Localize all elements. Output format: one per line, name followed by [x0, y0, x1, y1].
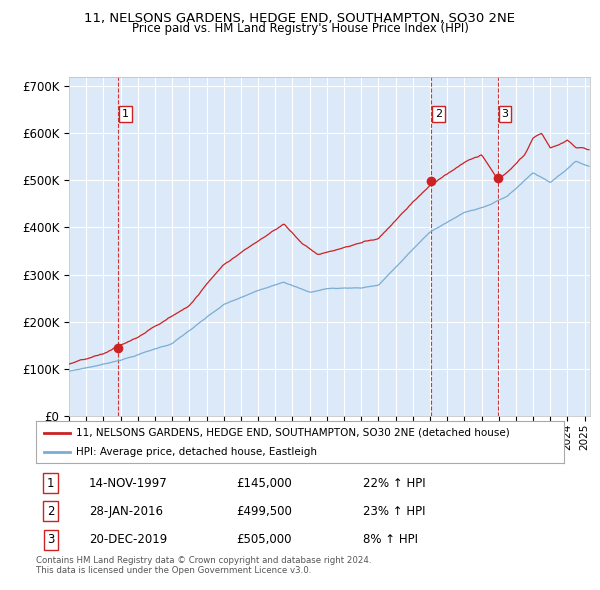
Text: 28-JAN-2016: 28-JAN-2016 [89, 505, 163, 518]
Text: 20-DEC-2019: 20-DEC-2019 [89, 533, 167, 546]
Text: 23% ↑ HPI: 23% ↑ HPI [364, 505, 426, 518]
Text: 11, NELSONS GARDENS, HEDGE END, SOUTHAMPTON, SO30 2NE (detached house): 11, NELSONS GARDENS, HEDGE END, SOUTHAMP… [76, 428, 509, 438]
Text: Contains HM Land Registry data © Crown copyright and database right 2024.
This d: Contains HM Land Registry data © Crown c… [36, 556, 371, 575]
Text: 3: 3 [502, 109, 509, 119]
Text: £505,000: £505,000 [236, 533, 292, 546]
Text: 11, NELSONS GARDENS, HEDGE END, SOUTHAMPTON, SO30 2NE: 11, NELSONS GARDENS, HEDGE END, SOUTHAMP… [85, 12, 515, 25]
Text: 1: 1 [122, 109, 129, 119]
Text: Price paid vs. HM Land Registry's House Price Index (HPI): Price paid vs. HM Land Registry's House … [131, 22, 469, 35]
Text: £499,500: £499,500 [236, 505, 293, 518]
Text: £145,000: £145,000 [236, 477, 292, 490]
Text: 2: 2 [435, 109, 442, 119]
Text: 14-NOV-1997: 14-NOV-1997 [89, 477, 167, 490]
Text: HPI: Average price, detached house, Eastleigh: HPI: Average price, detached house, East… [76, 447, 317, 457]
Text: 8% ↑ HPI: 8% ↑ HPI [364, 533, 418, 546]
Text: 1: 1 [47, 477, 55, 490]
Text: 2: 2 [47, 505, 55, 518]
Text: 3: 3 [47, 533, 55, 546]
Text: 22% ↑ HPI: 22% ↑ HPI [364, 477, 426, 490]
